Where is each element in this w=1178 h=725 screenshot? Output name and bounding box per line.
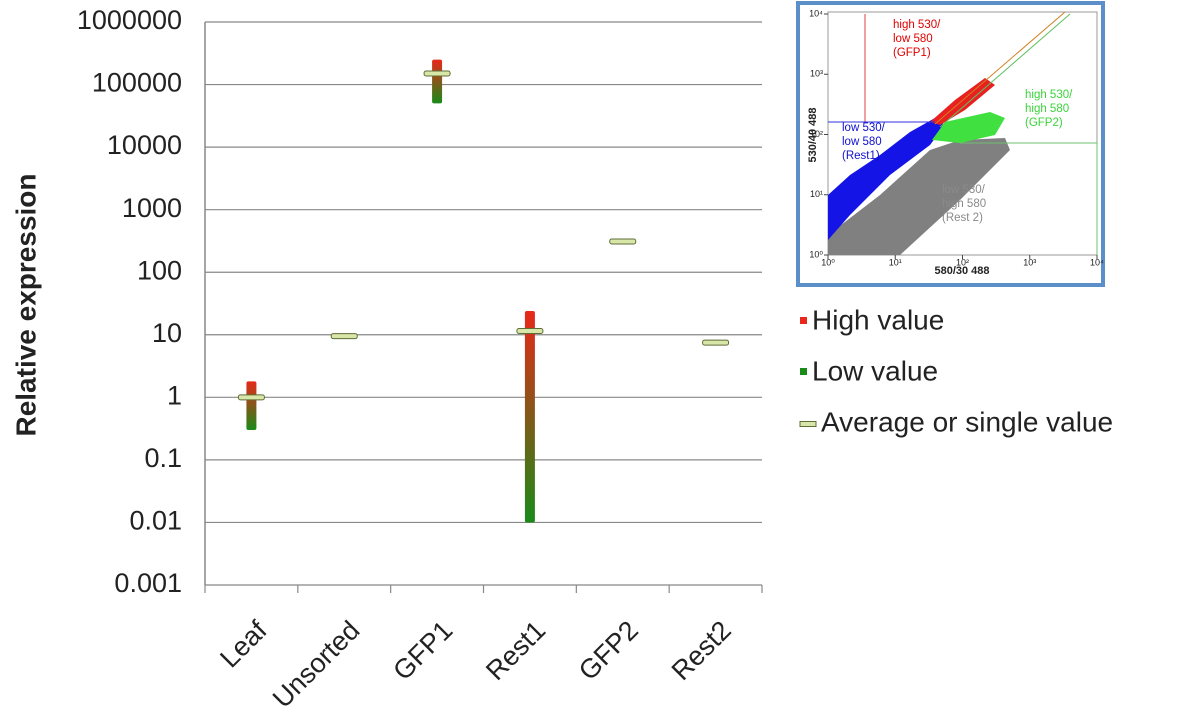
inset: [796, 1, 1105, 287]
y-tick-label: 0.1: [144, 443, 182, 473]
range-bar: [246, 381, 257, 431]
x-tick-label: GFP1: [387, 615, 458, 686]
average-marker: [423, 70, 451, 77]
y-tick-label: 1000: [122, 193, 182, 223]
x-tick-label: 10¹: [889, 257, 902, 267]
y-tick-label: 1: [167, 380, 182, 410]
gate-label: low 530/: [942, 184, 986, 196]
gate-label: high 530/: [1025, 89, 1073, 101]
x-tick-label: Leaf: [214, 615, 273, 674]
x-tick-label: 10⁴: [1090, 257, 1104, 267]
legend-marker: [800, 317, 807, 324]
y-tick-label: 10²: [810, 129, 823, 139]
gate-label: high 580: [942, 198, 986, 210]
x-tick-label: 10²: [956, 257, 969, 267]
gate-label: (GFP2): [1025, 117, 1063, 129]
gate-gfp2: [960, 142, 1098, 255]
x-tick-label: 10³: [1023, 257, 1036, 267]
average-marker: [516, 327, 544, 334]
legend-marker: [799, 421, 817, 427]
y-axis-title: 530/40 488: [807, 107, 819, 162]
gate-label: high 530/: [893, 19, 941, 31]
legend-label: Low value: [812, 355, 938, 386]
x-tick-label: 10⁰: [821, 257, 835, 267]
cloud-gfp2: [932, 112, 1005, 143]
average-marker: [330, 333, 358, 340]
y-tick-label: 10⁴: [809, 8, 823, 18]
average-marker: [237, 394, 265, 401]
gate-label: (GFP1): [893, 47, 931, 59]
gate-label: low 530/: [842, 122, 886, 134]
y-tick-label: 1000000: [77, 5, 182, 35]
cloud-rest1: [828, 118, 945, 240]
x-tick-label: GFP2: [573, 615, 644, 686]
legend-label: Average or single value: [821, 406, 1113, 437]
average-marker: [702, 339, 730, 346]
gate-label: (Rest 2): [942, 212, 983, 224]
range-bar: [432, 59, 443, 104]
cloud-gfp1: [930, 78, 995, 125]
gate-diagonal: [939, 13, 1071, 128]
gate-label: (Rest1): [842, 150, 880, 162]
cloud-rest2: [828, 138, 1010, 255]
y-tick-label: 0.001: [114, 568, 182, 598]
range-bar: [524, 310, 535, 523]
y-tick-label: 10¹: [810, 189, 823, 199]
y-tick-label: 10000: [107, 130, 182, 160]
gate-label: low 580: [893, 33, 933, 45]
x-tick-label: Rest1: [480, 615, 551, 686]
y-tick-label: 10³: [810, 69, 823, 79]
gate-label: low 580: [842, 136, 882, 148]
y-axis-title: Relative expression: [10, 173, 41, 436]
y-tick-label: 10⁰: [809, 249, 823, 259]
x-tick-label: Unsorted: [267, 615, 366, 714]
average-marker: [609, 238, 637, 245]
legend-label: High value: [812, 304, 944, 335]
legend-marker: [800, 368, 807, 375]
y-tick-label: 0.01: [129, 506, 182, 536]
y-tick-label: 100000: [92, 68, 182, 98]
gate-diagonal: [934, 11, 1066, 125]
y-tick-label: 10: [152, 318, 182, 348]
y-tick-label: 100: [137, 255, 182, 285]
gate-label: high 580: [1025, 103, 1069, 115]
x-tick-label: Rest2: [666, 615, 737, 686]
x-axis-title: 580/30 488: [934, 265, 989, 277]
